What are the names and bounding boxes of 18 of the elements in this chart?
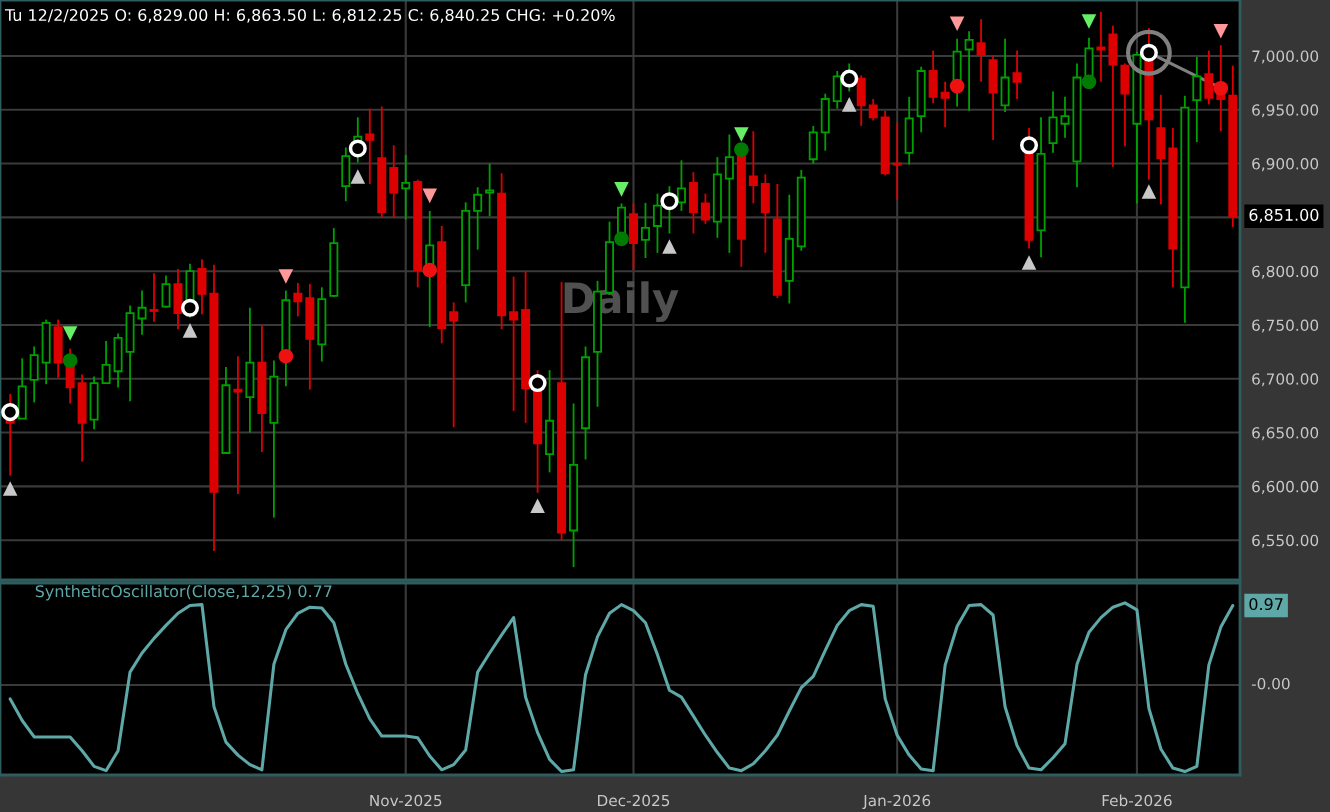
y-tick-label: 6,950.00 bbox=[1252, 104, 1319, 118]
chart-title: Tu 12/2/2025 O: 6,829.00 H: 6,863.50 L: 6,812.25 C: 6,840.25 CHG: +0.20% bbox=[4, 8, 615, 23]
x-tick-label: Nov-2025 bbox=[370, 794, 442, 807]
text: 0.97 bbox=[1249, 598, 1283, 611]
text: 6,851.00 bbox=[1249, 208, 1319, 223]
series-label: SyntheticOscillator(Close,12,25) 0.77 bbox=[35, 584, 332, 601]
y-tick-label: 7,000.00 bbox=[1252, 50, 1319, 64]
y-tick-label: 6,750.00 bbox=[1252, 319, 1319, 333]
y-tick-label: 6,900.00 bbox=[1252, 158, 1319, 172]
x-tick-label: Jan-2026 bbox=[862, 794, 931, 810]
x-tick-label: Feb-2026 bbox=[1102, 794, 1172, 807]
y-tick-label: 6,600.00 bbox=[1252, 480, 1319, 494]
y-tick-label: 6,550.00 bbox=[1252, 534, 1319, 548]
text: -0.00 bbox=[1251, 677, 1290, 690]
y-tick-label: 6,650.00 bbox=[1252, 427, 1319, 441]
y-tick-label: 6,700.00 bbox=[1252, 373, 1319, 387]
y-tick-label: 6,800.00 bbox=[1252, 265, 1319, 279]
x-tick-label: Dec-2025 bbox=[598, 794, 670, 807]
